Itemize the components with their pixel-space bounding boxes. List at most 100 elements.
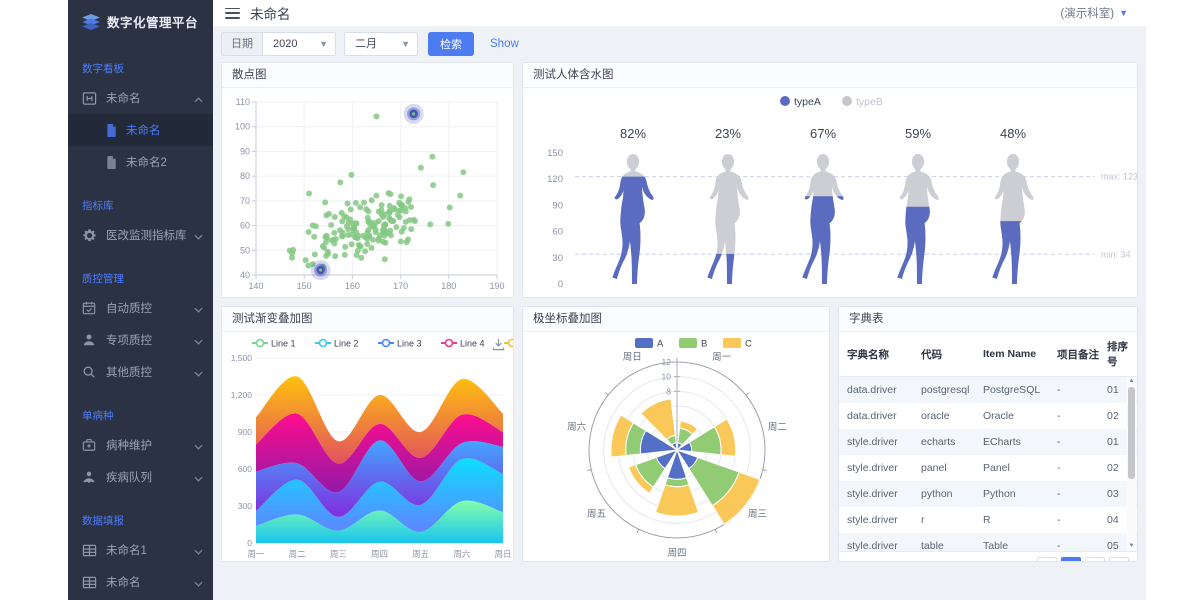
sidebar-item-病种维护[interactable]: 病种维护 (68, 429, 213, 461)
area-band-Line 1[interactable] (256, 500, 503, 543)
sidebar-item-其他质控[interactable]: 其他质控 (68, 356, 213, 388)
case-icon (82, 438, 97, 453)
nav-section: 数据填报未命名1未命名审核和退回 (68, 507, 213, 600)
panel-dict-title: 字典表 (839, 307, 1137, 332)
table-row[interactable]: data.driver oracle Oracle -02 (847, 410, 1119, 422)
body-figure[interactable] (612, 154, 654, 285)
sidebar-item-疾病队列[interactable]: 疾病队列 (68, 461, 213, 493)
scatter-chart[interactable]: 140 150 160 170 180 190 40 50 60 70 80 90 100 110 (222, 88, 513, 297)
app-logo[interactable]: 数字化管理平台 (68, 0, 213, 41)
table-scrollbar[interactable]: ▲ ▼ (1127, 377, 1136, 551)
body-figure[interactable] (897, 154, 939, 285)
svg-text:67%: 67% (810, 126, 836, 141)
svg-text:Line 2: Line 2 (334, 339, 359, 349)
sidebar-item-未命名1[interactable]: 未命名1 (68, 534, 213, 566)
table-row[interactable]: style.driver echarts ECharts -01 (839, 429, 1137, 455)
search-icon (82, 365, 97, 380)
nav-section: 质控管理自动质控 专项质控 其他质控 (68, 265, 213, 388)
month-select[interactable]: 二月 ▼ (344, 32, 418, 56)
panel-body-water-title: 测试人体含水图 (523, 63, 1137, 88)
page-button-2[interactable]: 2 (1085, 556, 1105, 561)
chevron-down-icon (194, 231, 203, 240)
svg-text:1,500: 1,500 (231, 353, 253, 363)
app-window: 数字化管理平台 数字看板 未命名 未命名 未命名2 指标库 医改监测指标库 质控管理 自动质控… (68, 0, 1146, 600)
body-water-chart[interactable]: 0 30 60 90 120 150 max: 123 min: 34 82% 23% 67% 59%… (523, 88, 1137, 297)
table-row[interactable]: style.driver table Table -05 (839, 533, 1137, 551)
polar-legend[interactable]: A B C (635, 338, 752, 350)
polar-series-C[interactable] (610, 398, 761, 525)
sidebar-item-未命名[interactable]: 未命名 (68, 82, 213, 114)
svg-text:160: 160 (345, 281, 360, 291)
table-row[interactable]: style.driver r R -04 (847, 514, 1119, 526)
next-page-button[interactable]: › (1109, 556, 1129, 561)
svg-text:1,200: 1,200 (231, 390, 253, 400)
svg-text:Line 4: Line 4 (460, 339, 485, 349)
area-band-Line 5[interactable] (256, 376, 503, 464)
svg-text:10: 10 (662, 372, 672, 382)
sidebar: 数字化管理平台 数字看板 未命名 未命名 未命名2 指标库 医改监测指标库 质控管理 自动质控… (68, 0, 213, 600)
sidebar-subitem-未命名2[interactable]: 未命名2 (68, 146, 213, 178)
search-button[interactable]: 检索 (428, 32, 474, 56)
chevron-up-icon (194, 94, 203, 103)
show-link[interactable]: Show (490, 38, 519, 50)
sidebar-subitem-未命名[interactable]: 未命名 (68, 114, 213, 146)
scrollbar-thumb[interactable] (1128, 387, 1135, 479)
svg-text:59%: 59% (905, 126, 931, 141)
sidebar-item-未命名[interactable]: 未命名 (68, 566, 213, 598)
table-icon (82, 575, 97, 590)
panel-area: 测试渐变叠加图 0 300 600 900 1,200 1,500 周一 周二 周三 周四 周五 周六… (221, 306, 514, 562)
area-chart[interactable]: 0 300 600 900 1,200 1,500 周一 周二 周三 周四 周五 周六 周日 Line 1… (222, 332, 513, 561)
sidebar-item-自动质控[interactable]: 自动质控 (68, 292, 213, 324)
svg-text:周一: 周一 (247, 549, 265, 559)
svg-text:30: 30 (552, 253, 563, 264)
prev-page-button[interactable]: ‹ (1037, 556, 1057, 561)
doc-icon (106, 123, 118, 137)
table-row[interactable]: style.driver python Python -03 (839, 481, 1137, 507)
svg-text:82%: 82% (620, 126, 646, 141)
rows-info: Showing 15 rows (847, 561, 927, 562)
svg-text:周二: 周二 (289, 549, 307, 559)
svg-text:110: 110 (236, 97, 250, 107)
svg-text:typeA: typeA (794, 96, 821, 108)
date-label: 日期 (221, 32, 262, 56)
scroll-up-icon[interactable]: ▲ (1128, 378, 1135, 384)
body-figure[interactable] (707, 154, 749, 285)
sidebar-nav: 数字看板 未命名 未命名 未命名2 指标库 医改监测指标库 质控管理 自动质控 专项质控 其他质控… (68, 55, 213, 600)
nav-section-label: 质控管理 (82, 273, 124, 285)
svg-text:Line 1: Line 1 (271, 339, 296, 349)
svg-text:150: 150 (547, 148, 563, 159)
download-icon[interactable] (492, 338, 505, 356)
svg-text:170: 170 (393, 281, 408, 291)
col-header: 代码 (913, 332, 975, 377)
body-figure[interactable] (802, 154, 844, 285)
body-figure[interactable] (992, 154, 1034, 285)
svg-text:0: 0 (558, 279, 563, 290)
area-band-Line 3[interactable] (256, 440, 503, 517)
scroll-down-icon[interactable]: ▼ (1128, 543, 1135, 549)
table-row[interactable]: style.driver panel Panel -02 (847, 462, 1119, 474)
year-select[interactable]: 2020 ▼ (262, 32, 336, 56)
content: 日期 2020 ▼ 二月 ▼ 检索 Show 散点图 140 150 160 170 1… (213, 27, 1146, 600)
page-button-1[interactable]: 1 (1061, 556, 1081, 561)
chevron-down-icon (194, 368, 203, 377)
table-row[interactable]: data.driver postgresql PostgreSQL -01 (839, 377, 1137, 403)
sidebar-item-专项质控[interactable]: 专项质控 (68, 324, 213, 356)
user-department-dropdown[interactable]: (演示科室) ▼ (1060, 5, 1128, 21)
svg-text:120: 120 (547, 174, 563, 185)
col-header: 排序号 (1099, 332, 1137, 377)
svg-text:140: 140 (248, 281, 263, 291)
body-chart-legend[interactable]: typeA typeB (780, 96, 883, 108)
sidebar-item-医改监测指标库[interactable]: 医改监测指标库 (68, 219, 213, 251)
svg-text:周日: 周日 (623, 352, 642, 363)
topbar: 未命名 (演示科室) ▼ (213, 0, 1146, 27)
user-department-label: (演示科室) (1060, 8, 1115, 20)
users-icon (82, 470, 97, 485)
hamburger-menu-icon[interactable] (225, 7, 240, 19)
area-band-Line 2[interactable] (256, 458, 503, 532)
chevron-down-icon: ▼ (1119, 8, 1128, 18)
chevron-down-icon (194, 578, 203, 587)
area-band-Line 4[interactable] (256, 413, 503, 493)
svg-text:周一: 周一 (712, 352, 732, 363)
